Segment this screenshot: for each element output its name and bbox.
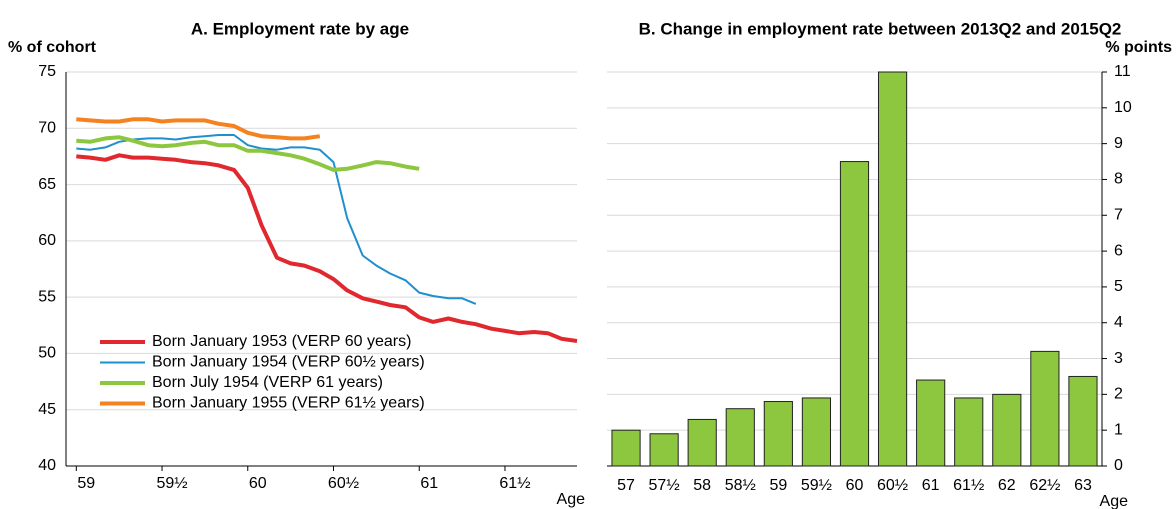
bar xyxy=(611,429,641,467)
x-tick-label: 60½ xyxy=(328,475,359,492)
y-tick-label: 75 xyxy=(38,63,56,80)
bar xyxy=(687,418,717,467)
y-tick-label: 7 xyxy=(1114,206,1123,223)
x-tick-label: 61 xyxy=(420,475,438,492)
y-tick-label: 2 xyxy=(1114,386,1123,403)
legend-label: Born January 1955 (VERP 61½ years) xyxy=(152,395,425,412)
line-series xyxy=(76,135,420,172)
bar xyxy=(725,408,755,467)
y-tick-label: 70 xyxy=(38,120,56,137)
x-tick-label: 59½ xyxy=(801,477,832,494)
x-tick-label: 61½ xyxy=(499,475,530,492)
y-tick-label: 55 xyxy=(38,288,56,305)
bar xyxy=(763,401,793,467)
y-tick-label: 3 xyxy=(1114,350,1123,367)
x-axis-label: Age xyxy=(557,491,586,508)
x-tick-label: 58½ xyxy=(725,477,756,494)
y-tick-label: 6 xyxy=(1114,242,1123,259)
x-tick-label: 62½ xyxy=(1029,477,1060,494)
y-tick-label: 9 xyxy=(1114,135,1123,152)
y-tick-label: 1 xyxy=(1114,421,1123,438)
y-tick-label: 4 xyxy=(1114,314,1123,331)
legend-label: Born July 1954 (VERP 61 years) xyxy=(152,374,383,391)
x-tick-label: 59 xyxy=(769,477,787,494)
x-tick-label: 59 xyxy=(77,475,95,492)
line-series xyxy=(76,134,477,305)
x-tick-label: 57½ xyxy=(649,477,680,494)
y-tick-label: 10 xyxy=(1114,99,1132,116)
y-tick-label: 0 xyxy=(1114,457,1123,474)
line-series xyxy=(76,153,578,343)
x-tick-label: 60 xyxy=(846,477,864,494)
chart-title: A. Employment rate by age xyxy=(191,19,409,38)
x-tick-label: 63 xyxy=(1074,477,1092,494)
chart-title: B. Change in employment rate between 201… xyxy=(639,19,1122,38)
x-tick-label: 62 xyxy=(998,477,1016,494)
y-axis-label: % of cohort xyxy=(8,39,97,56)
x-tick-label: 60 xyxy=(249,475,267,492)
y-tick-label: 65 xyxy=(38,176,56,193)
y-tick-label: 50 xyxy=(38,345,56,362)
x-tick-label: 57 xyxy=(617,477,635,494)
x-tick-label: 60½ xyxy=(877,477,908,494)
bar xyxy=(1068,375,1098,467)
y-tick-label: 60 xyxy=(38,232,56,249)
x-tick-label: 61 xyxy=(922,477,940,494)
line-series xyxy=(76,117,321,141)
x-axis-label: Age xyxy=(1100,493,1129,509)
bar xyxy=(801,397,832,467)
y-tick-label: 40 xyxy=(38,457,56,474)
y-tick-label: 5 xyxy=(1114,278,1123,295)
y-tick-label: 8 xyxy=(1114,171,1123,188)
legend-label: Born January 1954 (VERP 60½ years) xyxy=(152,354,425,371)
bar xyxy=(992,393,1022,467)
x-tick-label: 61½ xyxy=(953,477,984,494)
x-tick-label: 59½ xyxy=(156,475,187,492)
legend-label: Born January 1953 (VERP 60 years) xyxy=(152,333,411,350)
bar xyxy=(1030,350,1060,467)
x-tick-label: 58 xyxy=(693,477,711,494)
bar xyxy=(649,433,679,467)
bar xyxy=(839,161,870,467)
bar xyxy=(954,397,984,467)
y-tick-label: 45 xyxy=(38,401,56,418)
y-axis-label: % points xyxy=(1105,39,1172,56)
y-tick-label: 11 xyxy=(1114,63,1131,80)
bar xyxy=(916,379,946,467)
bar xyxy=(877,71,908,467)
